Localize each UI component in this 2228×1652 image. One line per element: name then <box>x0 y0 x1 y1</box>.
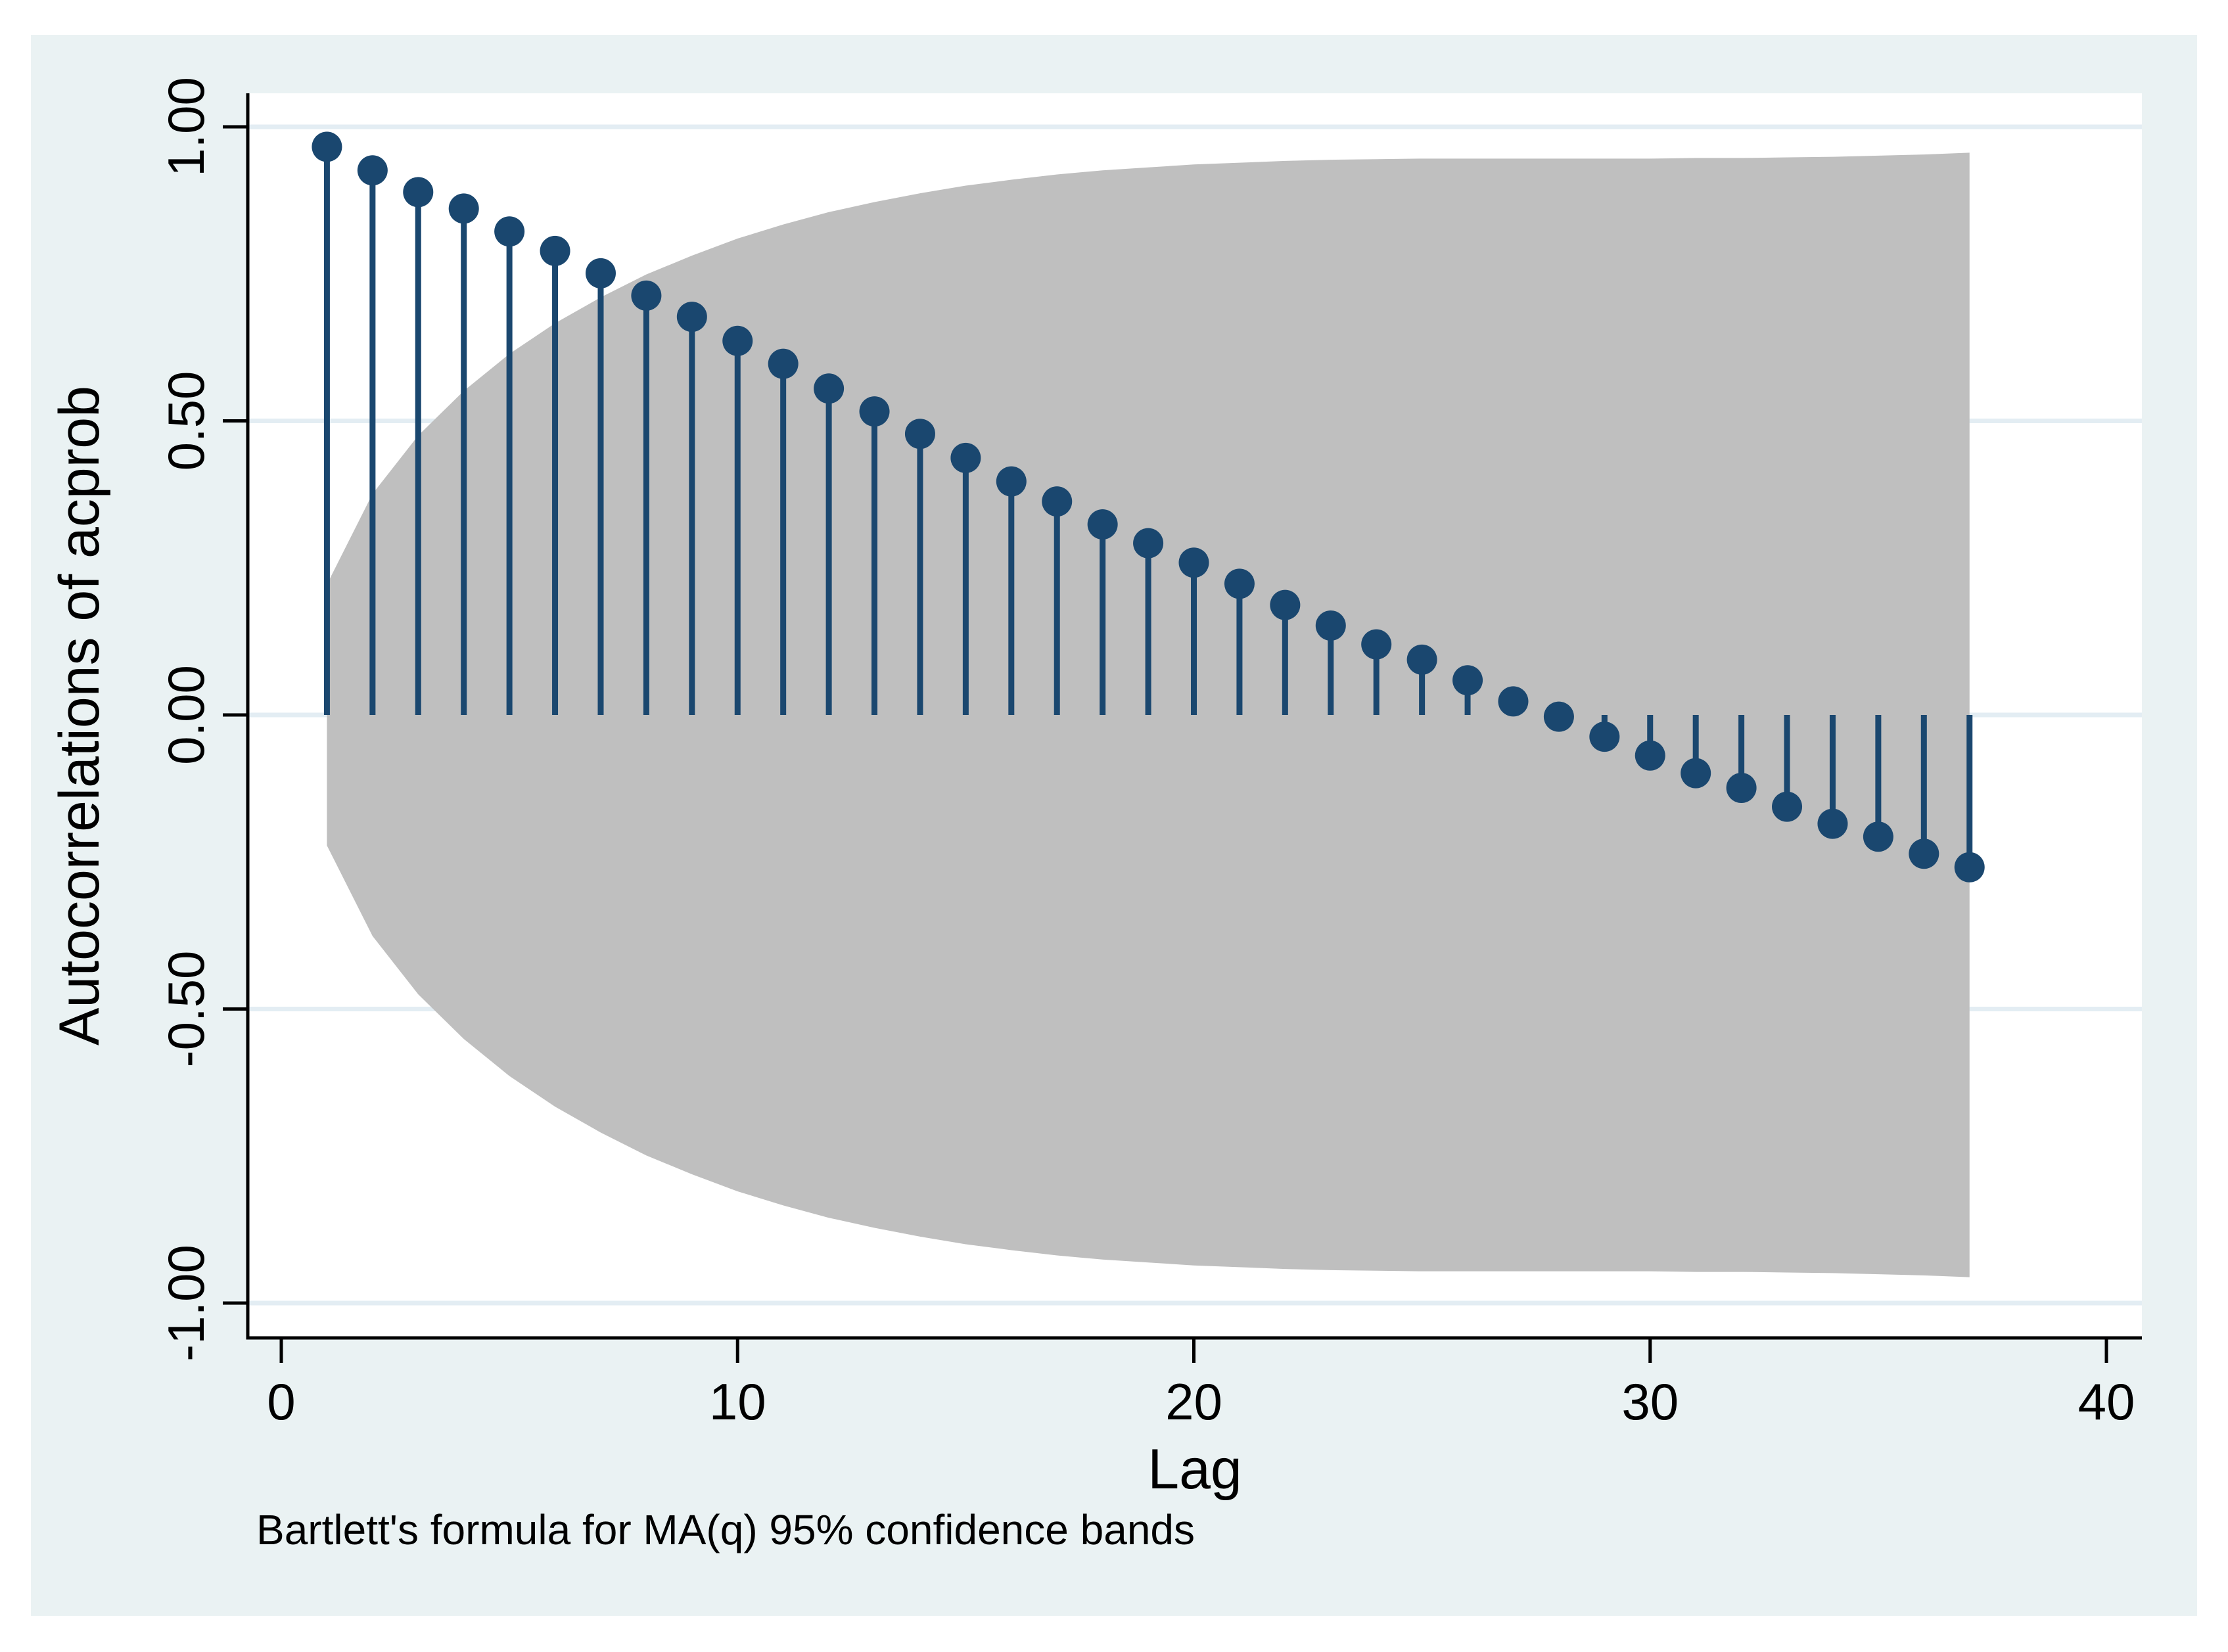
x-tick-label: 10 <box>709 1373 766 1431</box>
acf-point <box>1726 772 1757 803</box>
acf-point <box>1452 665 1483 696</box>
y-tick-label: 1.00 <box>157 77 215 177</box>
acf-point <box>1909 838 1939 869</box>
acf-point <box>1406 644 1437 675</box>
acf-point <box>1498 686 1529 717</box>
x-tick-label: 0 <box>267 1373 295 1431</box>
x-axis-title: Lag <box>1148 1438 1242 1501</box>
acf-point <box>312 131 342 162</box>
acf-stems <box>323 147 1973 867</box>
x-tick-label: 40 <box>2078 1373 2135 1431</box>
acf-point <box>1635 740 1665 771</box>
acf-point <box>1863 821 1893 852</box>
y-axis-title: Autocorrelations of acprob <box>48 386 111 1045</box>
acf-point <box>1178 547 1209 578</box>
y-tick-label: 0.50 <box>157 371 215 471</box>
y-tick-label: -0.50 <box>157 951 215 1068</box>
acf-point <box>814 373 845 404</box>
acf-point <box>1954 852 1985 883</box>
acf-point <box>1361 629 1392 660</box>
acf-point <box>448 193 479 224</box>
acf-point <box>1133 528 1164 559</box>
acf-point <box>1589 722 1620 752</box>
acf-point <box>540 235 570 266</box>
acf-point <box>1087 509 1118 540</box>
acf-point <box>1042 486 1073 517</box>
acf-points <box>312 131 1985 883</box>
acf-point <box>494 216 525 247</box>
acf-point <box>904 419 935 449</box>
acf-point <box>950 442 981 473</box>
acf-point <box>357 155 388 186</box>
acf-point <box>768 348 799 379</box>
chart-footnote: Bartlett's formula for MA(q) 95% confide… <box>256 1506 1195 1553</box>
acf-point <box>631 280 662 311</box>
acf-point <box>1817 808 1848 839</box>
acf-point <box>1681 758 1711 789</box>
y-tick-label: 0.00 <box>157 665 215 765</box>
acf-point <box>585 258 616 288</box>
acf-point <box>1315 610 1346 641</box>
acf-point <box>1772 791 1803 822</box>
acf-point <box>1224 568 1255 599</box>
acf-point <box>403 177 434 208</box>
acf-point <box>722 325 753 356</box>
y-tick-label: -1.00 <box>157 1245 215 1362</box>
acf-point <box>1270 589 1301 620</box>
acf-point <box>859 396 890 427</box>
acf-point <box>996 466 1027 497</box>
y-axis-ticks: 1.00 0.50 0.00 -0.50 -1.00 <box>157 77 248 1362</box>
x-tick-label: 20 <box>1165 1373 1222 1431</box>
x-axis-ticks: 0 10 20 30 40 <box>267 1338 2135 1431</box>
acf-point <box>1543 701 1574 732</box>
x-tick-label: 30 <box>1621 1373 1679 1431</box>
acf-point <box>676 302 707 333</box>
